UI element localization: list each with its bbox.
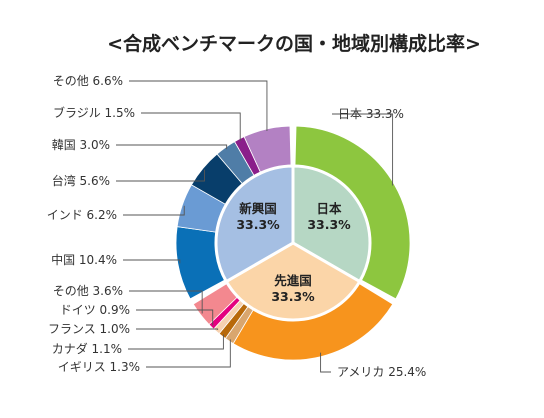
inner-slice-name: 新興国 — [239, 201, 277, 216]
leader-line — [320, 352, 331, 373]
leader-line — [123, 205, 185, 216]
slice-label: その他 3.6% — [53, 284, 123, 298]
slice-label: 中国 10.4% — [51, 252, 117, 267]
inner-ring — [214, 164, 372, 322]
leader-line — [146, 339, 231, 368]
slice-label: ブラジル 1.5% — [53, 105, 135, 120]
slice-label: イギリス 1.3% — [58, 360, 140, 374]
slice-label: ドイツ 0.9% — [60, 303, 130, 317]
leader-line — [129, 290, 203, 314]
leader-line — [128, 334, 224, 350]
slice-label: 台湾 5.6% — [52, 173, 110, 188]
slice-label: その他 6.6% — [53, 74, 123, 88]
inner-slice — [214, 164, 295, 284]
slice-label: インド 6.2% — [47, 208, 117, 222]
inner-slice-name: 先進国 — [274, 273, 312, 288]
leader-line — [116, 169, 205, 182]
slice-label: カナダ 1.1% — [52, 341, 122, 356]
slice-label: フランス 1.0% — [48, 322, 130, 336]
leader-line — [141, 112, 241, 141]
leader-line — [136, 309, 214, 326]
leader-line — [136, 328, 219, 330]
inner-slice-name: 日本 — [316, 201, 342, 216]
leader-line — [116, 144, 228, 150]
slice-label: 韓国 3.0% — [52, 138, 110, 152]
slice-labels: 日本 33.3% アメリカ 25.4% イギリス 1.3% カナダ 1.1% フランス … — [47, 74, 427, 379]
inner-slice-value: 33.3% — [271, 289, 315, 304]
slice-label: 日本 33.3% — [338, 107, 404, 121]
inner-slice-value: 33.3% — [236, 217, 280, 232]
chart-title: <合成ベンチマークの国・地域別構成比率> — [107, 32, 481, 55]
slice-label: アメリカ 25.4% — [337, 365, 426, 379]
leader-lines — [116, 80, 394, 373]
leader-line — [332, 113, 394, 186]
leader-line — [123, 259, 181, 264]
leader-line — [129, 80, 268, 131]
inner-slice-value: 33.3% — [307, 217, 351, 232]
inner-slice — [224, 241, 362, 322]
outer-ring — [175, 125, 411, 361]
